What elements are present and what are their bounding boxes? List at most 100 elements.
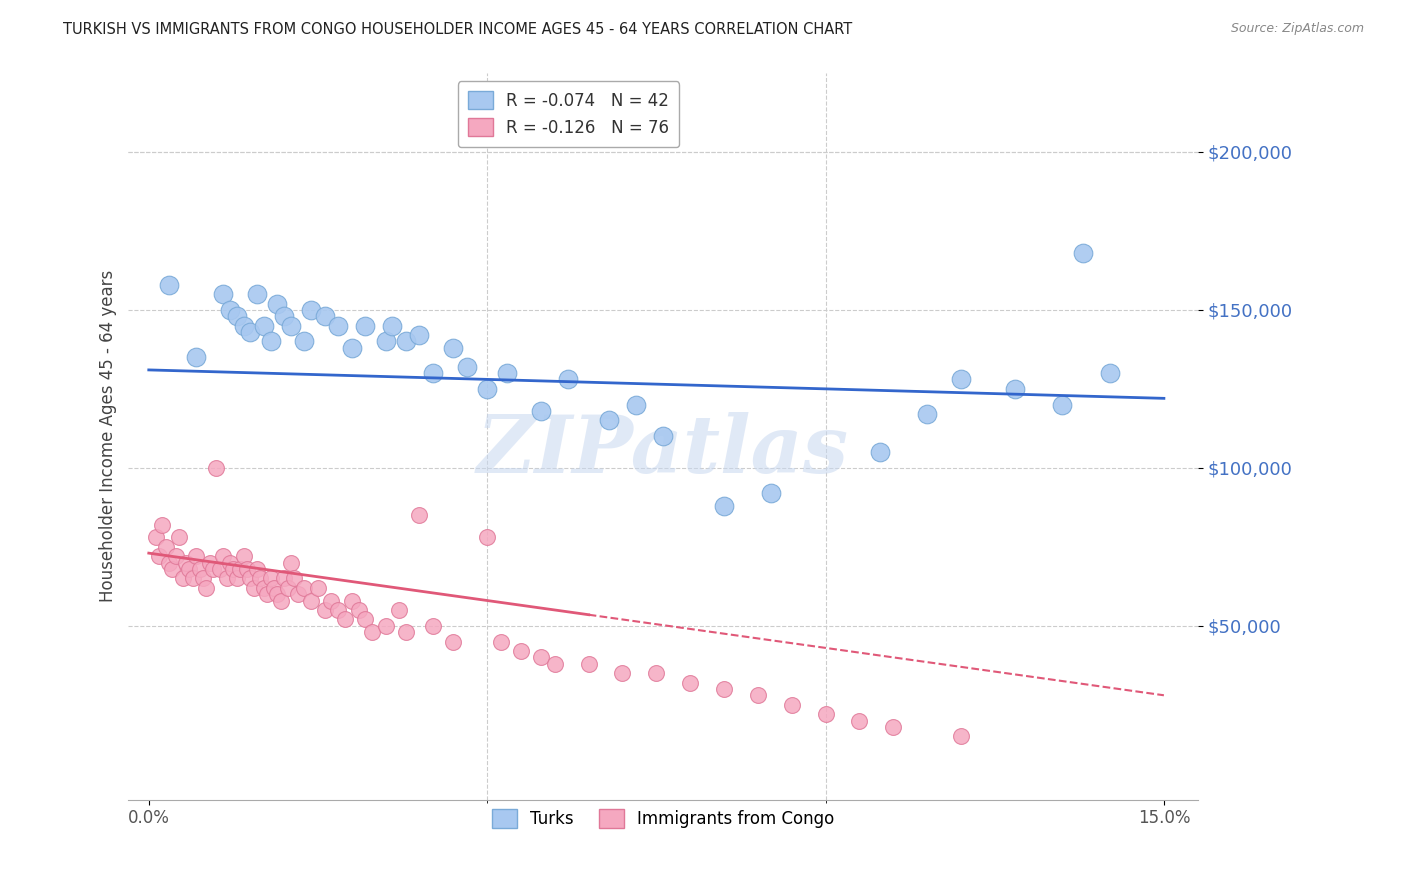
Point <box>232 318 254 333</box>
Point <box>229 562 252 576</box>
Point <box>1004 382 1026 396</box>
Point <box>287 587 309 601</box>
Point <box>869 445 891 459</box>
Point <box>172 571 194 585</box>
Point <box>253 581 276 595</box>
Point <box>761 486 783 500</box>
Point <box>814 707 837 722</box>
Point <box>645 666 668 681</box>
Point <box>510 644 533 658</box>
Point <box>441 341 464 355</box>
Point <box>598 413 620 427</box>
Point <box>489 634 512 648</box>
Point <box>219 556 242 570</box>
Point <box>299 593 322 607</box>
Point <box>222 562 245 576</box>
Point <box>270 593 292 607</box>
Point <box>314 309 336 323</box>
Point <box>232 549 254 564</box>
Point <box>354 612 377 626</box>
Point <box>186 351 208 365</box>
Point <box>186 549 208 564</box>
Point <box>408 328 430 343</box>
Point <box>624 398 647 412</box>
Point <box>456 359 478 374</box>
Point <box>249 571 271 585</box>
Point <box>155 540 177 554</box>
Point <box>273 309 295 323</box>
Text: Source: ZipAtlas.com: Source: ZipAtlas.com <box>1230 22 1364 36</box>
Point <box>263 581 285 595</box>
Point <box>148 549 170 564</box>
Point <box>328 318 350 333</box>
Point <box>276 581 298 595</box>
Point <box>340 341 363 355</box>
Point <box>266 587 288 601</box>
Point <box>280 556 302 570</box>
Point <box>949 372 972 386</box>
Point <box>299 302 322 317</box>
Point <box>652 429 675 443</box>
Point <box>395 625 418 640</box>
Point <box>150 517 173 532</box>
Point <box>679 675 702 690</box>
Point <box>713 499 735 513</box>
Point <box>333 612 356 626</box>
Point <box>340 593 363 607</box>
Point <box>354 318 377 333</box>
Point <box>239 571 262 585</box>
Point <box>294 581 316 595</box>
Point <box>395 334 418 349</box>
Point <box>422 366 444 380</box>
Point <box>215 571 238 585</box>
Point <box>212 287 235 301</box>
Point <box>167 530 190 544</box>
Point <box>496 366 519 380</box>
Legend: Turks, Immigrants from Congo: Turks, Immigrants from Congo <box>485 803 841 835</box>
Point <box>246 562 269 576</box>
Point <box>157 277 180 292</box>
Point <box>225 571 247 585</box>
Point <box>253 318 276 333</box>
Text: ZIPatlas: ZIPatlas <box>477 412 849 490</box>
Point <box>915 407 938 421</box>
Point <box>202 562 225 576</box>
Point <box>294 334 316 349</box>
Point <box>388 603 411 617</box>
Point <box>208 562 231 576</box>
Point <box>219 302 242 317</box>
Point <box>381 318 404 333</box>
Point <box>198 556 221 570</box>
Point <box>256 587 278 601</box>
Point <box>713 681 735 696</box>
Point <box>205 460 228 475</box>
Point <box>174 556 197 570</box>
Point <box>307 581 329 595</box>
Point <box>1071 246 1094 260</box>
Point <box>273 571 295 585</box>
Point <box>882 720 904 734</box>
Point <box>181 571 204 585</box>
Point <box>1052 398 1074 412</box>
Point <box>475 382 498 396</box>
Point <box>441 634 464 648</box>
Point <box>321 593 343 607</box>
Point <box>408 508 430 523</box>
Point <box>165 549 187 564</box>
Point <box>246 287 269 301</box>
Point <box>780 698 803 712</box>
Point <box>191 571 214 585</box>
Point <box>145 530 167 544</box>
Point <box>422 619 444 633</box>
Point <box>314 603 336 617</box>
Point <box>157 556 180 570</box>
Point <box>266 296 288 310</box>
Point <box>179 562 201 576</box>
Point <box>347 603 370 617</box>
Point <box>557 372 579 386</box>
Point <box>530 650 553 665</box>
Point <box>328 603 350 617</box>
Point <box>239 325 262 339</box>
Point <box>578 657 600 671</box>
Point <box>1098 366 1121 380</box>
